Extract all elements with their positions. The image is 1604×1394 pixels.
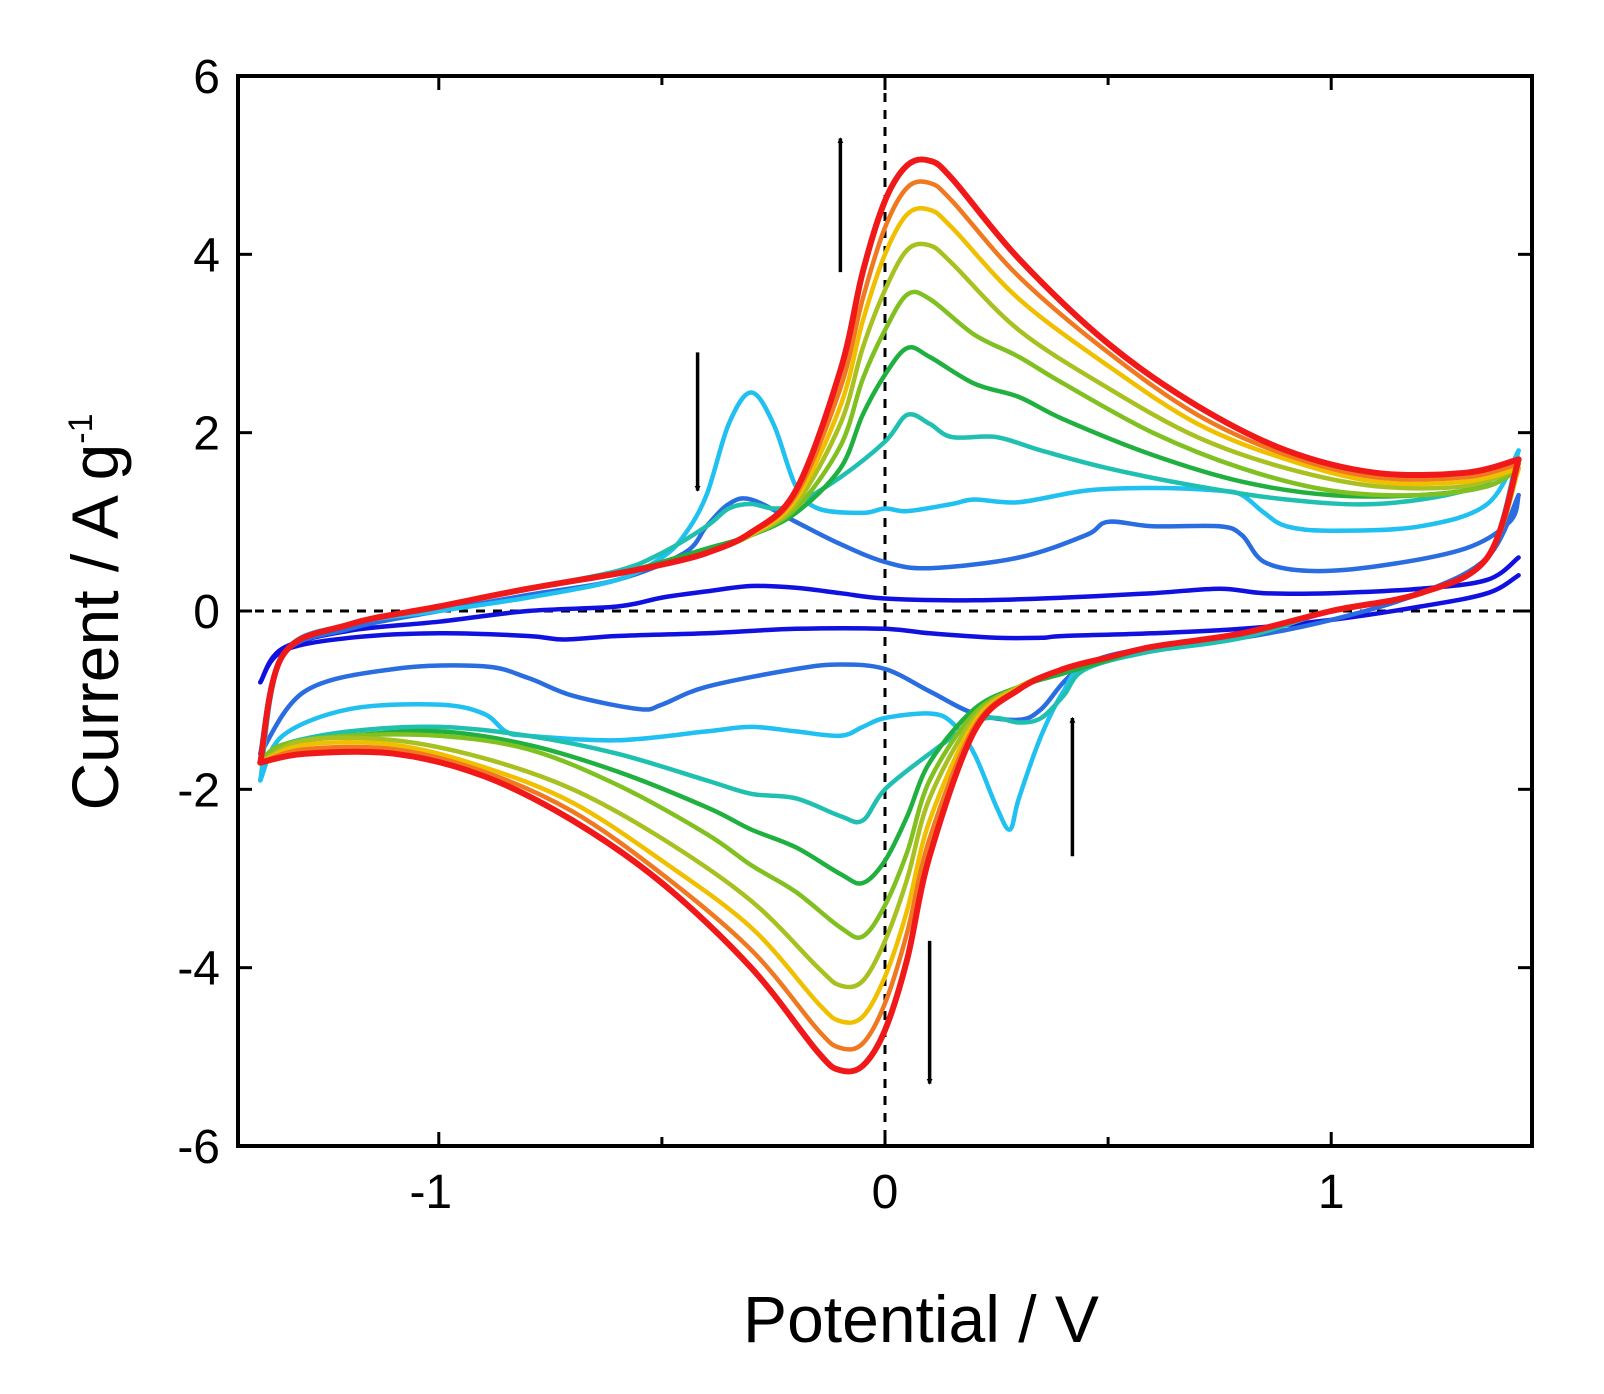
series-cycle-6: [258, 289, 1521, 940]
y-tick-label: -4: [177, 943, 220, 996]
series-line-cycle-8-anodic: [258, 205, 1521, 765]
y-axis-title: Current / A g-1: [58, 413, 132, 810]
y-tick-label: -6: [177, 1121, 220, 1174]
y-tick-label: 4: [193, 229, 220, 282]
y-axis-title-main: Current / A g: [58, 444, 132, 811]
series-cycle-9: [258, 179, 1521, 1052]
series-line-cycle-3-anodic: [258, 390, 1521, 783]
x-tick-label: -1: [409, 1166, 452, 1219]
y-tick-label: 0: [193, 586, 220, 639]
x-tick-label: 0: [872, 1166, 899, 1219]
series-line-cycle-2-cathodic: [258, 492, 1521, 756]
tick-layer: -1 0 1 -6 -4 -2 0 2 4 6: [177, 51, 1532, 1219]
y-tick-label: -2: [177, 764, 220, 817]
series-line-cycle-2-anodic: [258, 492, 1521, 756]
y-tick-label: 2: [193, 408, 220, 461]
x-tick-label: 1: [1318, 1166, 1345, 1219]
y-tick-label: 6: [193, 51, 220, 104]
series-line-cycle-5-anodic: [258, 345, 1521, 765]
series-line-cycle-10-anodic: [257, 156, 1522, 766]
series-line-cycle-8-cathodic: [258, 466, 1521, 1025]
series-cycle-2: [258, 492, 1521, 756]
x-axis-title: Potential / V: [743, 1282, 1099, 1356]
annotation-layer: [694, 137, 1076, 1085]
series-line-cycle-10-cathodic: [257, 456, 1522, 1075]
series-line-cycle-6-anodic: [258, 289, 1521, 765]
series-cycle-7: [258, 241, 1521, 990]
series-line-cycle-1-anodic: [258, 555, 1521, 685]
series-line-cycle-4-cathodic: [258, 461, 1521, 825]
series-layer: [257, 156, 1522, 1075]
y-axis-title-sup: -1: [62, 413, 100, 443]
series-cycle-10: [257, 156, 1522, 1075]
series-cycle-5: [258, 345, 1521, 886]
